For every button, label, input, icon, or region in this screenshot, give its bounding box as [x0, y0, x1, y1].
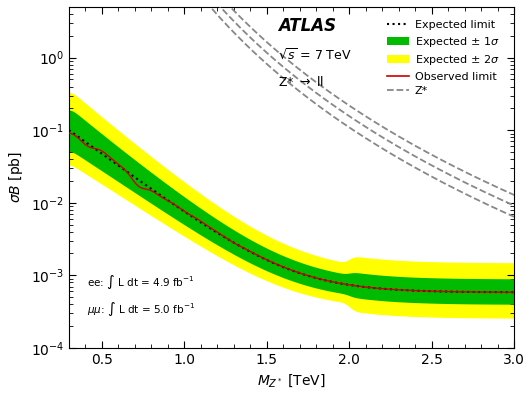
Text: Z* $\rightarrow$ ll: Z* $\rightarrow$ ll [278, 75, 324, 89]
Text: ATLAS: ATLAS [278, 17, 336, 35]
Text: $\sqrt{s}$ = 7 TeV: $\sqrt{s}$ = 7 TeV [278, 48, 352, 63]
Legend: Expected limit, Expected $\pm$ 1$\sigma$, Expected $\pm$ 2$\sigma$, Observed lim: Expected limit, Expected $\pm$ 1$\sigma$… [383, 16, 504, 101]
Y-axis label: $\sigma B$ [pb]: $\sigma B$ [pb] [7, 151, 25, 204]
Text: ee: $\int$ L dt = 4.9 fb$^{-1}$: ee: $\int$ L dt = 4.9 fb$^{-1}$ [87, 273, 194, 291]
X-axis label: $M_{Z^*}$ [TeV]: $M_{Z^*}$ [TeV] [257, 372, 326, 389]
Text: $\mu\mu$: $\int$ L dt = 5.0 fb$^{-1}$: $\mu\mu$: $\int$ L dt = 5.0 fb$^{-1}$ [87, 300, 195, 318]
